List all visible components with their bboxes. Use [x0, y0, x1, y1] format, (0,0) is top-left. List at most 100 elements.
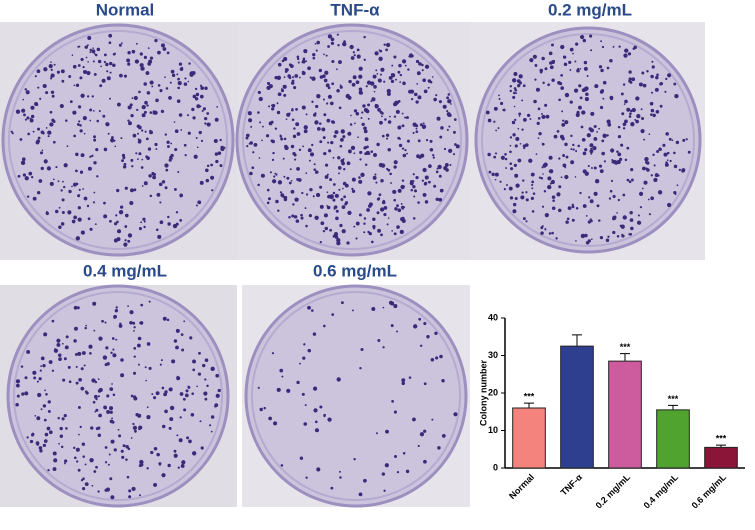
colony	[112, 348, 115, 351]
colony	[249, 171, 253, 176]
colony	[619, 224, 622, 227]
colony	[550, 179, 555, 185]
colony	[324, 70, 329, 75]
colony	[131, 165, 134, 168]
colony	[551, 231, 554, 235]
colony	[531, 187, 534, 190]
colony	[110, 351, 113, 355]
colony	[110, 495, 115, 500]
colony	[31, 175, 34, 179]
colony	[29, 117, 32, 120]
colony	[367, 191, 372, 196]
colony	[419, 123, 423, 127]
colony	[73, 84, 76, 87]
colony	[307, 66, 311, 71]
colony	[15, 109, 21, 114]
colony	[84, 45, 88, 49]
colony	[323, 413, 326, 417]
colony	[82, 116, 87, 121]
colony	[92, 109, 95, 112]
colony	[633, 45, 637, 50]
colony	[351, 187, 354, 191]
colony	[657, 190, 663, 195]
colony	[529, 58, 534, 63]
colony	[301, 191, 304, 195]
colony	[59, 104, 64, 109]
colony	[93, 161, 97, 165]
colony	[655, 110, 660, 114]
x-tick-label: 0.6 mg/mL	[690, 472, 729, 511]
colony	[582, 169, 587, 174]
colony	[128, 121, 132, 126]
colony	[299, 456, 304, 460]
colony	[665, 77, 668, 81]
colony	[612, 194, 616, 198]
colony	[544, 213, 549, 218]
colony	[280, 137, 284, 141]
colony	[60, 445, 64, 449]
colony	[47, 135, 50, 138]
colony	[548, 155, 553, 160]
colony	[137, 363, 140, 366]
colony	[42, 83, 47, 89]
colony	[271, 103, 276, 108]
colony	[638, 82, 643, 87]
colony	[151, 85, 154, 88]
colony	[435, 170, 439, 174]
colony	[273, 175, 276, 178]
colony	[65, 427, 68, 430]
colony	[534, 78, 537, 81]
colony	[602, 97, 605, 100]
colony	[167, 463, 171, 468]
colony	[52, 140, 56, 144]
colony	[432, 156, 435, 159]
colony	[578, 105, 582, 110]
colony	[405, 116, 409, 120]
colony	[556, 130, 560, 133]
colony	[165, 87, 169, 90]
colony	[304, 207, 307, 210]
colony	[650, 108, 655, 113]
colony	[444, 163, 449, 167]
colony	[454, 143, 457, 146]
colony	[401, 381, 405, 386]
colony	[97, 490, 100, 493]
colony	[413, 324, 418, 329]
colony	[650, 196, 654, 201]
colony	[547, 184, 552, 190]
colony	[669, 159, 672, 163]
colony	[292, 134, 297, 139]
colony	[220, 147, 225, 152]
colony	[23, 113, 26, 117]
colony	[412, 173, 415, 176]
colony	[296, 178, 300, 181]
colony	[574, 60, 577, 63]
colony	[654, 87, 659, 92]
colony	[378, 193, 382, 197]
colony	[439, 354, 443, 359]
colony	[391, 64, 394, 67]
colony	[514, 173, 519, 178]
colony	[624, 99, 628, 104]
bar	[656, 409, 690, 469]
colony	[387, 217, 390, 219]
colony	[77, 217, 82, 222]
colony	[104, 446, 108, 449]
colony	[160, 43, 166, 48]
colony	[109, 97, 112, 100]
colony	[646, 168, 650, 172]
colony	[107, 132, 110, 135]
colony	[89, 352, 92, 355]
colony	[148, 174, 152, 178]
colony	[395, 78, 397, 81]
colony	[345, 93, 350, 99]
colony	[383, 212, 387, 217]
colony	[149, 56, 154, 60]
colony	[422, 78, 426, 82]
colony	[359, 150, 363, 155]
colony	[120, 137, 123, 140]
colony	[415, 100, 419, 104]
colony	[76, 306, 80, 310]
colony	[184, 393, 189, 398]
colony	[649, 101, 654, 106]
